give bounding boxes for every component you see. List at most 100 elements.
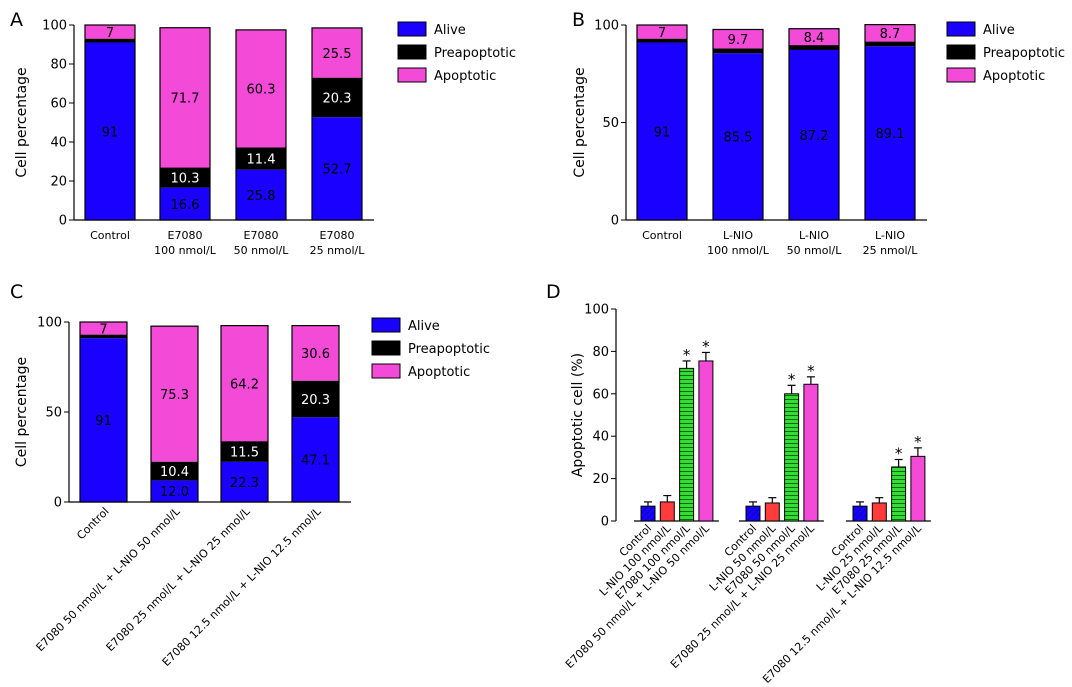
bar-segment-apoptotic bbox=[85, 25, 135, 39]
segment-value-label: 10.4 bbox=[160, 465, 189, 480]
bar-segment-alive bbox=[312, 117, 362, 220]
bar bbox=[659, 501, 675, 522]
segment-value-label: 25.5 bbox=[323, 47, 352, 62]
segment-value-label: 9.7 bbox=[728, 33, 749, 48]
segment-value-label: 11.5 bbox=[230, 446, 259, 461]
bar bbox=[640, 505, 656, 522]
y-axis-title: Apoptotic cell (%) bbox=[570, 353, 586, 477]
bar-segment-preapoptotic bbox=[637, 38, 687, 43]
y-tick-label: 40 bbox=[50, 136, 67, 151]
category-label: E7080 bbox=[168, 229, 203, 242]
panel-label-d: D bbox=[546, 281, 561, 303]
y-axis-title: Cell percentage bbox=[14, 357, 30, 467]
panel-label-b: B bbox=[572, 9, 585, 31]
legend-label-alive: Alive bbox=[434, 23, 466, 38]
bar-outline bbox=[636, 24, 688, 221]
category-label: L-NIO bbox=[723, 229, 753, 242]
legend-swatch-alive bbox=[946, 21, 976, 37]
y-tick-label: 20 bbox=[50, 175, 67, 190]
legend-label-apoptotic: Apoptotic bbox=[434, 69, 496, 84]
bar bbox=[891, 466, 907, 522]
bar-segment-alive bbox=[80, 338, 127, 502]
bar-segment-alive bbox=[236, 169, 286, 220]
significance-star: * bbox=[807, 362, 815, 380]
segment-value-label: 8.7 bbox=[880, 27, 901, 42]
bar-outline bbox=[291, 325, 340, 503]
bar-segment-alive bbox=[292, 417, 339, 502]
segment-value-label: 12.0 bbox=[160, 485, 189, 500]
bar-segment-apoptotic bbox=[292, 325, 339, 381]
category-label: Control bbox=[74, 505, 111, 542]
bar bbox=[803, 383, 819, 522]
legend-label-alive: Alive bbox=[983, 23, 1015, 38]
legend-swatch-alive bbox=[371, 317, 401, 333]
category-label: 50 nmol/L bbox=[234, 244, 290, 257]
segment-value-label: 91 bbox=[654, 125, 671, 140]
bar-segment-alive bbox=[637, 42, 687, 220]
bar-segment-preapoptotic bbox=[312, 77, 362, 118]
category-label: 100 nmol/L bbox=[707, 244, 770, 257]
bar-outline bbox=[220, 325, 269, 503]
bar-segment-preapoptotic bbox=[865, 41, 915, 47]
segment-value-label: 10.3 bbox=[171, 172, 200, 187]
bar bbox=[679, 367, 695, 522]
bar bbox=[764, 502, 780, 522]
legend-label-apoptotic: Apoptotic bbox=[983, 69, 1045, 84]
bar-segment-preapoptotic bbox=[713, 48, 763, 54]
bar-segment-preapoptotic bbox=[80, 334, 127, 339]
segment-value-label: 7 bbox=[106, 26, 114, 41]
y-tick-label: 100 bbox=[42, 19, 67, 34]
category-label: E7080 12.5 nmol/L + L-NIO 12.5 nmol/L bbox=[160, 504, 325, 669]
bar-segment-apoptotic bbox=[151, 326, 198, 462]
bar-segment-alive bbox=[151, 480, 198, 502]
legend-label-preapoptotic: Preapoptotic bbox=[983, 46, 1065, 61]
legend-swatch-apoptotic bbox=[371, 363, 401, 379]
y-tick-label: 40 bbox=[592, 430, 609, 445]
bar-segment-apoptotic bbox=[789, 28, 839, 46]
y-tick-label: 0 bbox=[611, 214, 619, 229]
segment-value-label: 20.3 bbox=[323, 91, 352, 106]
legend-swatch-alive bbox=[397, 21, 427, 37]
segment-value-label: 47.1 bbox=[301, 454, 330, 469]
category-label: L-NIO bbox=[875, 229, 905, 242]
bar-segment-preapoptotic bbox=[292, 380, 339, 418]
y-tick-label: 80 bbox=[592, 345, 609, 360]
legend-label-preapoptotic: Preapoptotic bbox=[434, 46, 516, 61]
category-label: 50 nmol/L bbox=[787, 244, 843, 257]
legend-label-apoptotic: Apoptotic bbox=[408, 365, 470, 380]
segment-value-label: 60.3 bbox=[247, 83, 276, 98]
bar bbox=[745, 505, 761, 522]
y-tick-label: 0 bbox=[601, 515, 609, 530]
bar-segment-alive bbox=[160, 187, 210, 220]
bar-segment-apoptotic bbox=[160, 27, 210, 168]
bar bbox=[784, 393, 800, 522]
bar-segment-preapoptotic bbox=[151, 461, 198, 481]
category-label: L-NIO bbox=[799, 229, 829, 242]
bar-outline bbox=[864, 24, 916, 221]
bar-outline bbox=[235, 29, 287, 221]
segment-value-label: 71.7 bbox=[171, 92, 200, 107]
segment-value-label: 8.4 bbox=[804, 31, 825, 46]
bar-segment-alive bbox=[85, 42, 135, 220]
panel-label-a: A bbox=[10, 9, 23, 31]
significance-star: * bbox=[895, 445, 903, 463]
y-axis-title: Cell percentage bbox=[572, 67, 588, 177]
bar-outline bbox=[159, 27, 211, 221]
segment-value-label: 89.1 bbox=[876, 127, 905, 142]
segment-value-label: 91 bbox=[95, 414, 112, 429]
category-label: 25 nmol/L bbox=[863, 244, 919, 257]
y-tick-label: 60 bbox=[50, 97, 67, 112]
bar bbox=[871, 502, 887, 522]
bar-segment-alive bbox=[789, 49, 839, 221]
y-tick-label: 80 bbox=[50, 58, 67, 73]
bar-segment-preapoptotic bbox=[160, 167, 210, 188]
segment-value-label: 7 bbox=[99, 322, 107, 337]
segment-value-label: 20.3 bbox=[301, 393, 330, 408]
legend-label-alive: Alive bbox=[408, 319, 440, 334]
bar-segment-apoptotic bbox=[221, 325, 268, 442]
y-tick-label: 100 bbox=[584, 303, 609, 318]
bar-outline bbox=[311, 27, 363, 221]
bar bbox=[698, 360, 714, 522]
segment-value-label: 30.6 bbox=[301, 347, 330, 362]
